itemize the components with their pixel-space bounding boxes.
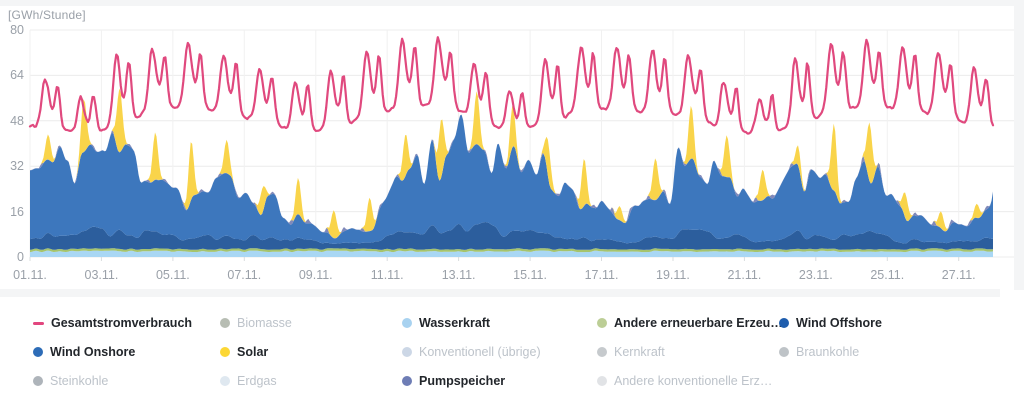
legend-label: Biomasse bbox=[237, 316, 292, 330]
x-axis-tick-label: 15.11. bbox=[513, 268, 547, 282]
legend-item-pumpspeicher[interactable]: Pumpspeicher bbox=[402, 373, 505, 389]
legend-item-gesamtstromverbrauch[interactable]: Gesamtstromverbrauch bbox=[33, 315, 192, 331]
x-axis-tick-label: 17.11. bbox=[584, 268, 619, 282]
chart-legend: Gesamtstromverbrauch Wind Onshore Steinkoh… bbox=[0, 297, 1024, 414]
area-wind-onshore bbox=[30, 114, 993, 244]
legend-item-wasserkraft[interactable]: Wasserkraft bbox=[402, 315, 490, 331]
legend-item-solar[interactable]: Solar bbox=[220, 344, 268, 360]
y-axis-tick-label: 0 bbox=[17, 250, 24, 264]
legend-dot-marker-icon bbox=[33, 347, 43, 357]
page-chrome-divider bbox=[0, 289, 1000, 297]
x-axis-tick-label: 21.11. bbox=[727, 268, 762, 282]
legend-dot-marker-icon bbox=[220, 347, 230, 357]
area-solar bbox=[30, 88, 993, 239]
legend-item-konventionell-brige[interactable]: Konventionell (übrige) bbox=[402, 344, 541, 360]
legend-dot-marker-icon bbox=[402, 347, 412, 357]
x-axis-tick-label: 19.11. bbox=[656, 268, 690, 282]
legend-label: Andere konventionelle Erz… bbox=[614, 374, 773, 388]
area-andere-erneuerbare-erzeugung bbox=[30, 248, 993, 253]
legend-item-braunkohle[interactable]: Braunkohle bbox=[779, 344, 859, 360]
page-chrome-right bbox=[1014, 0, 1024, 290]
legend-item-wind-onshore[interactable]: Wind Onshore bbox=[33, 344, 135, 360]
legend-label: Wasserkraft bbox=[419, 316, 491, 330]
legend-dot-marker-icon bbox=[220, 318, 230, 328]
legend-dash-marker-icon bbox=[33, 321, 44, 325]
legend-label: Erdgas bbox=[237, 374, 277, 388]
x-axis-tick-label: 27.11. bbox=[941, 268, 976, 282]
legend-dot-marker-icon bbox=[597, 318, 607, 328]
legend-label: Braunkohle bbox=[796, 345, 860, 359]
area-wind-offshore bbox=[30, 222, 993, 250]
legend-item-wind-offshore[interactable]: Wind Offshore bbox=[779, 315, 882, 331]
legend-dot-marker-icon bbox=[597, 376, 607, 386]
x-axis-tick-label: 11.11. bbox=[370, 268, 404, 282]
legend-label: Konventionell (übrige) bbox=[419, 345, 541, 359]
y-axis-tick-label: 16 bbox=[10, 204, 24, 219]
y-axis-tick-label: 80 bbox=[10, 23, 24, 37]
legend-dot-marker-icon bbox=[779, 318, 789, 328]
legend-label: Kernkraft bbox=[614, 345, 665, 359]
x-axis-tick-label: 13.11. bbox=[441, 268, 476, 282]
legend-item-erdgas[interactable]: Erdgas bbox=[220, 373, 277, 389]
x-axis-tick-label: 07.11. bbox=[227, 268, 262, 282]
legend-item-steinkohle[interactable]: Steinkohle bbox=[33, 373, 108, 389]
chart-panel: [GWh/Stunde] 0 16 32 48 64 80 01.11. 03.11. 05.… bbox=[0, 6, 1014, 289]
legend-label: Gesamtstromverbrauch bbox=[51, 316, 193, 330]
legend-label: Steinkohle bbox=[50, 374, 109, 388]
legend-dot-marker-icon bbox=[779, 347, 789, 357]
legend-dot-marker-icon bbox=[33, 376, 43, 386]
x-axis-tick-label: 01.11. bbox=[13, 268, 47, 282]
legend-label: Andere erneuerbare Erzeu… bbox=[614, 316, 783, 330]
legend-label: Solar bbox=[237, 345, 269, 359]
y-axis-tick-label: 48 bbox=[10, 113, 24, 128]
x-axis-tick-label: 05.11. bbox=[155, 268, 190, 282]
legend-dot-marker-icon bbox=[402, 318, 412, 328]
legend-dot-marker-icon bbox=[597, 347, 607, 357]
legend-item-andere-erneuerbare-erzeu[interactable]: Andere erneuerbare Erzeu… bbox=[597, 315, 783, 331]
legend-item-kernkraft[interactable]: Kernkraft bbox=[597, 344, 665, 360]
legend-dot-marker-icon bbox=[220, 376, 230, 386]
legend-label: Wind Offshore bbox=[796, 316, 882, 330]
y-axis-unit-label: [GWh/Stunde] bbox=[8, 8, 86, 22]
area-wasserkraft bbox=[30, 250, 993, 257]
legend-dot-marker-icon bbox=[402, 376, 412, 386]
legend-label: Pumpspeicher bbox=[419, 374, 506, 388]
page-chrome-top bbox=[0, 0, 1024, 6]
legend-item-andere-konventionelle-erz[interactable]: Andere konventionelle Erz… bbox=[597, 373, 772, 389]
chart-plot-area[interactable] bbox=[0, 6, 1014, 289]
x-axis-tick-label: 23.11. bbox=[798, 268, 833, 282]
x-axis-tick-label: 25.11. bbox=[870, 268, 905, 282]
y-axis-tick-label: 32 bbox=[10, 159, 24, 174]
x-axis-tick-label: 09.11. bbox=[298, 268, 333, 282]
consumption-line bbox=[28, 36, 995, 135]
y-axis-tick-label: 64 bbox=[10, 68, 24, 83]
legend-label: Wind Onshore bbox=[50, 345, 136, 359]
legend-item-biomasse[interactable]: Biomasse bbox=[220, 315, 292, 331]
x-axis-tick-label: 03.11. bbox=[84, 268, 119, 282]
